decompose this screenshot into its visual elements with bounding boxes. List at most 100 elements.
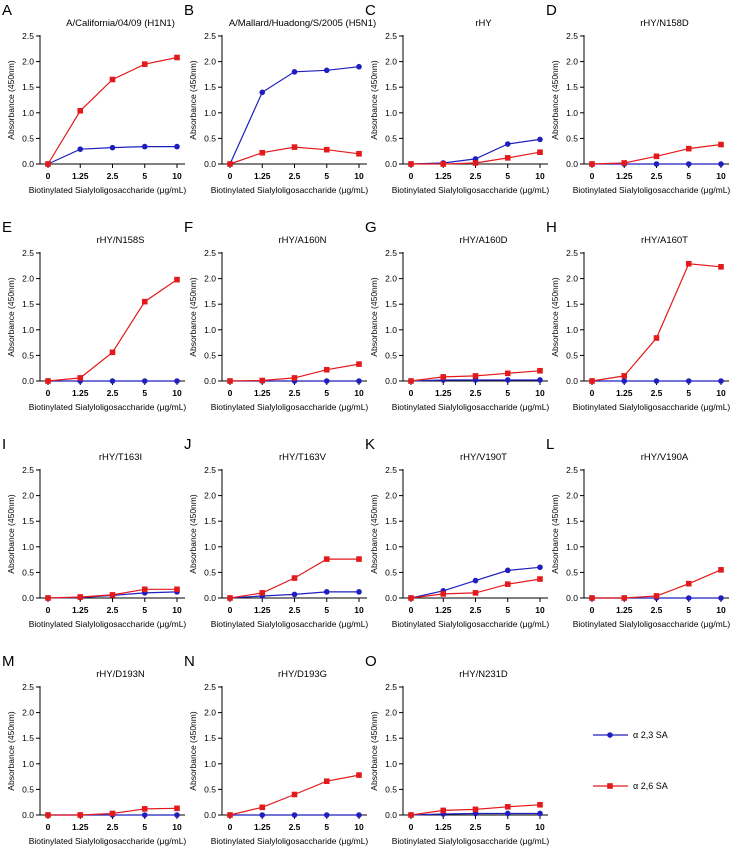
panel-letter: M <box>2 653 15 670</box>
x-tick-label: 10 <box>354 388 364 398</box>
a26-data-point <box>718 264 724 270</box>
y-tick-label: 0.0 <box>385 376 397 386</box>
y-tick-label: 0.0 <box>22 159 34 169</box>
panel-letter: J <box>184 436 192 453</box>
x-tick-label: 10 <box>535 388 545 398</box>
panel-title: rHY/N158D <box>640 18 689 29</box>
y-tick-label: 2.0 <box>22 491 34 501</box>
y-tick-label: 1.0 <box>22 759 34 769</box>
x-tick-label: 10 <box>354 605 364 615</box>
y-tick-label: 1.0 <box>204 108 216 118</box>
x-tick-label: 0 <box>228 171 233 181</box>
a26-data-point <box>685 580 692 587</box>
x-tick-label: 0 <box>590 171 595 181</box>
a26-data-point <box>227 595 233 601</box>
a26-data-point <box>77 375 84 381</box>
a26-data-point <box>440 374 447 380</box>
y-tick-label: 1.5 <box>204 299 216 309</box>
x-tick-label: 10 <box>354 822 364 832</box>
a26-data-point <box>174 54 180 61</box>
a26-data-point <box>323 146 330 153</box>
a26-data-point <box>109 349 116 356</box>
a26-data-point <box>408 378 414 384</box>
x-axis-title: Biotinylated Sialyloligosaccharide (μg/m… <box>211 619 369 629</box>
y-tick-label: 1.0 <box>385 542 397 552</box>
a26-data-point <box>685 145 692 152</box>
y-axis-title: Absorbance (450nm) <box>6 277 16 357</box>
y-tick-label: 1.5 <box>22 299 34 309</box>
a23-data-point <box>174 143 180 150</box>
y-axis-title: Absorbance (450nm) <box>188 494 198 574</box>
y-tick-label: 1.5 <box>22 733 34 743</box>
x-tick-label: 1.25 <box>254 822 271 832</box>
x-tick-label: 0 <box>228 388 233 398</box>
panel-title: rHY/N158S <box>96 235 144 246</box>
a26-data-point <box>504 581 511 587</box>
a26-data-point <box>589 161 595 167</box>
x-tick-label: 10 <box>716 605 726 615</box>
a26-data-point <box>408 161 414 167</box>
a26-data-point <box>537 149 543 156</box>
x-tick-label: 1.25 <box>72 388 89 398</box>
a23-data-point <box>504 810 511 817</box>
y-tick-label: 2.5 <box>385 31 397 41</box>
a26-data-point <box>291 791 298 798</box>
y-tick-label: 0.0 <box>385 593 397 603</box>
y-tick-label: 2.0 <box>204 491 216 501</box>
y-tick-label: 0.5 <box>566 350 578 360</box>
a26-data-point <box>356 150 362 157</box>
x-tick-label: 1.25 <box>435 388 452 398</box>
x-axis-title: Biotinylated Sialyloligosaccharide (μg/m… <box>392 836 550 846</box>
x-tick-label: 5 <box>505 388 510 398</box>
y-tick-label: 2.5 <box>385 465 397 475</box>
y-tick-label: 1.0 <box>204 325 216 335</box>
x-tick-label: 0 <box>409 605 414 615</box>
a26-data-point <box>621 160 628 166</box>
x-tick-label: 1.25 <box>616 388 633 398</box>
x-tick-label: 2.5 <box>470 605 482 615</box>
y-tick-label: 0.0 <box>22 593 34 603</box>
x-axis-title: Biotinylated Sialyloligosaccharide (μg/m… <box>29 836 187 846</box>
a26-data-point <box>174 276 180 283</box>
legend: α 2,3 SA α 2,6 SA <box>593 730 668 791</box>
a23-data-point <box>141 143 148 150</box>
x-axis-title: Biotinylated Sialyloligosaccharide (μg/m… <box>211 402 369 412</box>
a23-data-point <box>504 377 511 383</box>
x-axis-title: Biotinylated Sialyloligosaccharide (μg/m… <box>573 619 731 629</box>
a23-data-point <box>291 591 298 598</box>
y-tick-label: 2.0 <box>566 491 578 501</box>
y-tick-label: 2.0 <box>204 274 216 284</box>
panel-title: rHY/N231D <box>459 669 508 680</box>
y-tick-label: 1.0 <box>566 542 578 552</box>
a26-data-point <box>141 298 148 305</box>
y-tick-label: 1.0 <box>22 108 34 118</box>
y-tick-label: 1.5 <box>204 516 216 526</box>
a26-data-point <box>537 367 543 374</box>
y-tick-label: 0.5 <box>566 133 578 143</box>
panel-title: A/Mallard/Huadong/S/2005 (H5N1) <box>229 18 376 29</box>
x-tick-label: 5 <box>505 605 510 615</box>
y-tick-label: 1.0 <box>385 108 397 118</box>
x-tick-label: 2.5 <box>107 605 119 615</box>
y-axis-title: Absorbance (450nm) <box>550 60 560 140</box>
x-tick-label: 10 <box>535 171 545 181</box>
a26-data-point <box>718 567 724 573</box>
x-tick-label: 10 <box>716 171 726 181</box>
a23-data-point <box>718 378 724 384</box>
x-tick-label: 10 <box>172 171 182 181</box>
a23-data-point <box>356 589 362 595</box>
y-tick-label: 0.5 <box>385 567 397 577</box>
y-tick-label: 1.5 <box>22 516 34 526</box>
a23-data-point <box>323 589 330 595</box>
a23-data-point <box>356 378 362 384</box>
x-tick-label: 0 <box>409 822 414 832</box>
a23-data-point <box>685 378 692 384</box>
y-tick-label: 2.0 <box>22 274 34 284</box>
y-tick-label: 2.5 <box>22 248 34 258</box>
x-tick-label: 10 <box>172 822 182 832</box>
x-tick-label: 1.25 <box>254 171 271 181</box>
